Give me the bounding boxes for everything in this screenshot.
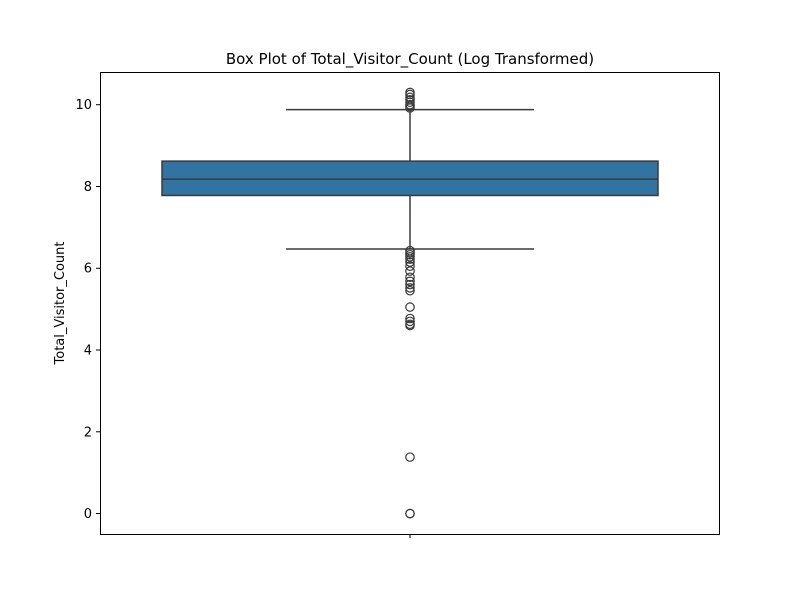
- outlier-point: [405, 89, 415, 100]
- outlier-point: [405, 283, 415, 293]
- outlier-point: [405, 320, 415, 331]
- y-tick-label: 8: [84, 180, 92, 195]
- outlier-point: [405, 279, 415, 290]
- outlier-point: [405, 97, 415, 108]
- outlier-point: [405, 313, 415, 324]
- outlier-point: [405, 261, 415, 272]
- outlier-point: [405, 452, 415, 462]
- outlier-point: [405, 254, 415, 265]
- iqr-box: [161, 160, 659, 197]
- outlier-point: [405, 316, 415, 327]
- plot-area: [161, 87, 659, 519]
- y-tick-label: 10: [75, 98, 92, 113]
- y-tick-label: 6: [84, 262, 92, 277]
- outlier-point: [405, 508, 415, 519]
- y-axis-label: Total_Visitor_Count: [53, 242, 68, 366]
- outlier-point: [405, 272, 415, 283]
- y-tick-label: 4: [84, 344, 92, 359]
- outlier-point: [405, 302, 415, 312]
- y-tick-label: 0: [84, 507, 92, 522]
- outlier-point: [405, 266, 415, 276]
- outlier-point: [405, 276, 415, 287]
- outlier-point: [405, 251, 415, 262]
- chart-title: Box Plot of Total_Visitor_Count (Log Tra…: [226, 50, 594, 69]
- outlier-point: [405, 103, 415, 113]
- outlier-point: [405, 285, 415, 296]
- y-tick-label: 2: [84, 425, 92, 440]
